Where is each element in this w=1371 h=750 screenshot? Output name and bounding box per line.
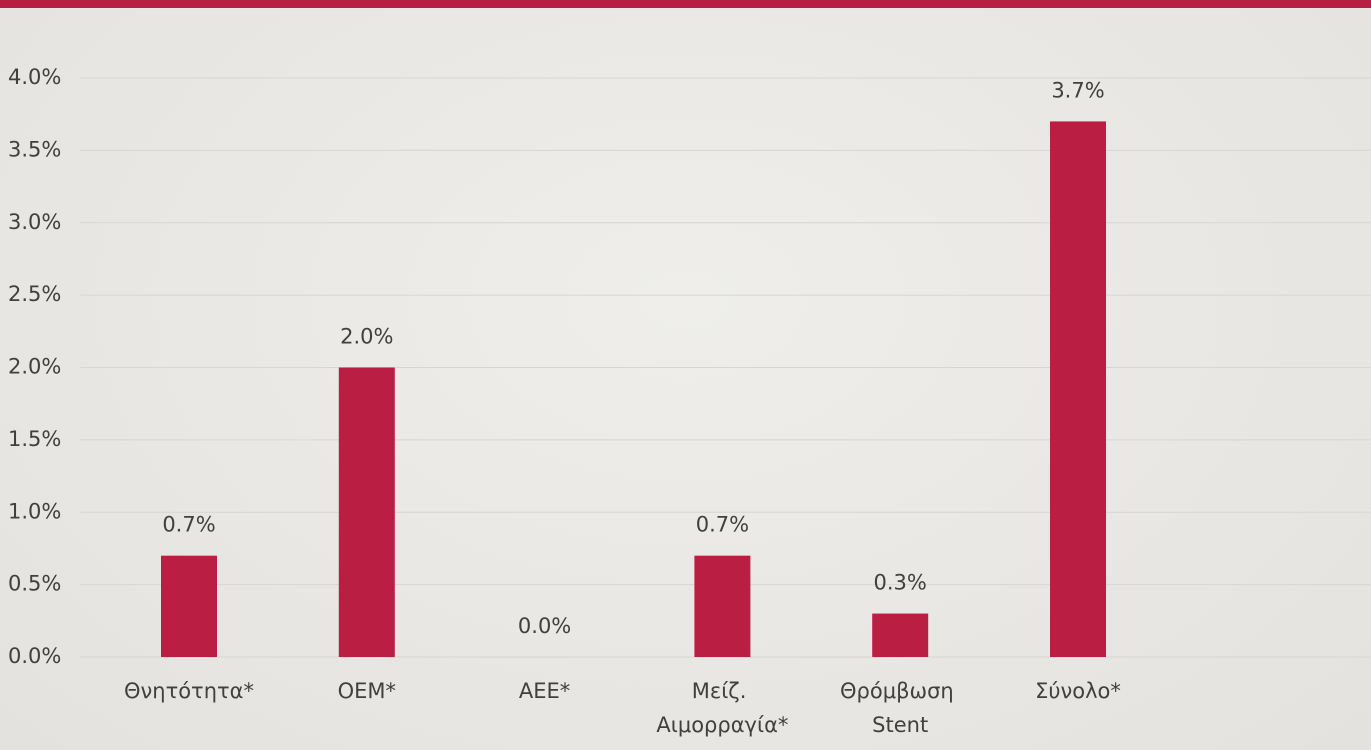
y-tick-label: 0.5% bbox=[8, 572, 61, 596]
x-tick-label: Σύνολο* bbox=[1035, 679, 1121, 703]
x-tick-line: ΟΕΜ* bbox=[338, 679, 396, 703]
y-tick-label: 0.0% bbox=[8, 644, 61, 668]
y-tick-label: 1.5% bbox=[8, 427, 61, 451]
x-tick-label: ΑΕΕ* bbox=[519, 679, 570, 703]
bar bbox=[338, 367, 395, 657]
value-label: 0.7% bbox=[696, 513, 749, 537]
value-label: 0.0% bbox=[518, 614, 571, 638]
x-tick-line: Αιμορραγία* bbox=[656, 713, 788, 737]
value-label: 2.0% bbox=[340, 325, 393, 349]
x-tick-label: Μείζ. Αιμορραγία* bbox=[656, 679, 788, 737]
top-band bbox=[0, 0, 1371, 8]
x-tick-line: Σύνολο* bbox=[1035, 679, 1121, 703]
y-tick-label: 2.5% bbox=[8, 282, 61, 306]
x-tick-line: ΑΕΕ* bbox=[519, 679, 570, 703]
value-label: 3.7% bbox=[1051, 78, 1104, 102]
x-tick-line: Θρόμβωση bbox=[840, 679, 960, 703]
x-tick-label: Θρόμβωση Stent bbox=[840, 679, 960, 737]
y-tick-label: 3.0% bbox=[8, 210, 61, 234]
x-tick-line: Θνητότητα* bbox=[124, 679, 254, 703]
bar bbox=[694, 555, 751, 657]
y-tick-label: 2.0% bbox=[8, 355, 61, 379]
bar bbox=[161, 555, 217, 657]
x-tick-label: ΟΕΜ* bbox=[338, 679, 396, 703]
x-tick-line: Μείζ. bbox=[692, 679, 753, 703]
y-tick-label: 3.5% bbox=[8, 137, 61, 161]
value-label: 0.7% bbox=[162, 513, 215, 537]
x-tick-label: Θνητότητα* bbox=[124, 679, 254, 703]
y-tick-label: 4.0% bbox=[8, 65, 61, 89]
y-tick-label: 1.0% bbox=[8, 499, 61, 523]
x-tick-line: Stent bbox=[872, 713, 928, 737]
bar bbox=[1050, 121, 1106, 658]
bar bbox=[872, 613, 929, 657]
value-label: 0.3% bbox=[874, 571, 927, 595]
